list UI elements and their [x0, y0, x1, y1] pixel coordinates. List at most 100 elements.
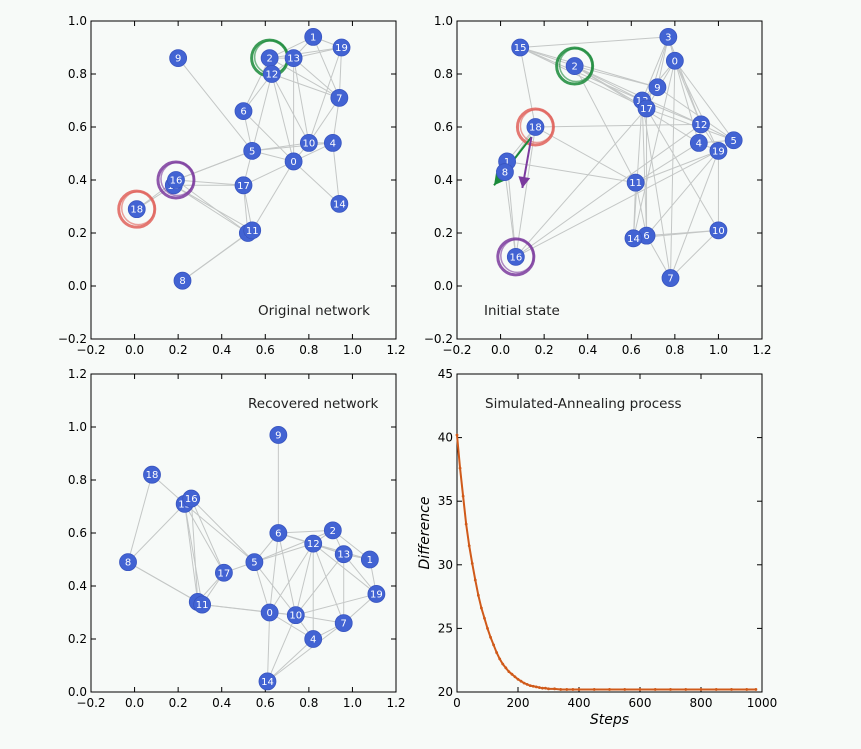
data-point — [571, 688, 575, 691]
edge-5-2 — [254, 529, 334, 563]
node-label: 0 — [290, 157, 296, 168]
data-point — [537, 686, 541, 689]
panel-3: −0.2 0.0 0.2 0.4 0.6 0.8 1.0 1.20.00.20.40.60.8… — [68, 367, 406, 710]
node-marker — [709, 141, 728, 160]
edge-13-10 — [293, 58, 310, 143]
node-marker — [234, 176, 253, 195]
node-marker — [367, 585, 386, 603]
edge-5-4 — [252, 142, 333, 152]
edge-13-7 — [293, 57, 340, 99]
node-marker — [565, 57, 584, 75]
x-tick-label: 0.8 — [299, 343, 318, 357]
x-tick-label: 0.8 — [665, 343, 684, 357]
data-point — [519, 679, 523, 683]
x-tick-label: 200 — [507, 696, 530, 710]
node-marker — [286, 606, 305, 625]
edge-0-14 — [632, 60, 676, 239]
node-8: 8 — [119, 553, 137, 572]
node-marker — [214, 563, 233, 582]
y-tick-label: 1.0 — [68, 420, 87, 434]
x-tick-label: 0.2 — [535, 343, 554, 357]
node-label: 18 — [130, 205, 143, 216]
data-point — [498, 657, 502, 661]
y-tick-label: 20 — [438, 685, 453, 699]
x-tick-label: 0.2 — [169, 343, 188, 357]
data-point — [458, 466, 462, 470]
node-label: 10 — [289, 611, 302, 622]
node-7: 7 — [330, 88, 349, 107]
node-14: 14 — [330, 194, 349, 213]
x-tick-label: 0.6 — [622, 343, 641, 357]
x-tick-label: 1.0 — [709, 343, 728, 357]
difference-line — [456, 434, 756, 691]
node-label: 11 — [629, 178, 642, 189]
node-marker — [284, 152, 303, 171]
node-label: 10 — [712, 226, 725, 237]
node-label: 2 — [571, 62, 577, 73]
data-point — [547, 687, 550, 691]
edge-11-14 — [632, 182, 637, 239]
edge-12-0 — [269, 543, 314, 613]
node-marker — [234, 102, 253, 120]
y-tick-label: 1.0 — [68, 14, 87, 28]
node-marker — [334, 545, 353, 564]
node-label: 7 — [667, 274, 673, 285]
node-marker — [193, 595, 212, 614]
node-marker — [304, 534, 323, 553]
node-10: 10 — [286, 606, 305, 625]
data-point — [489, 635, 492, 639]
node-7: 7 — [661, 269, 680, 287]
data-point — [510, 672, 514, 676]
highlight-ring-inner-16 — [160, 161, 195, 197]
edge-18-16 — [515, 126, 536, 257]
node-label: 15 — [514, 43, 527, 54]
node-label: 8 — [502, 168, 508, 179]
node-9: 9 — [169, 49, 188, 67]
edge-15-18 — [519, 47, 536, 128]
node-18: 18 — [143, 465, 161, 484]
data-point — [531, 684, 535, 688]
edge-15-13 — [519, 47, 643, 101]
x-tick-label: 800 — [690, 696, 713, 710]
node-16: 16 — [506, 247, 525, 266]
node-19: 19 — [709, 141, 728, 160]
node-18: 18 — [526, 118, 545, 136]
y-tick-label: 0.8 — [68, 473, 87, 487]
node-label: 2 — [330, 526, 336, 537]
node-label: 14 — [333, 199, 346, 210]
node-marker — [626, 173, 645, 192]
x-tick-label: 0.2 — [169, 696, 188, 710]
node-6: 6 — [269, 524, 288, 542]
data-point — [684, 688, 688, 691]
node-label: 17 — [237, 181, 250, 192]
node-marker — [334, 614, 353, 632]
node-marker — [260, 603, 279, 622]
data-point — [495, 651, 499, 654]
y-tick-label: 30 — [438, 558, 453, 572]
y-tick-label: 0.6 — [68, 120, 87, 134]
node-marker — [724, 131, 743, 150]
node-label: 17 — [218, 568, 231, 579]
y-tick-label: 0.0 — [434, 279, 453, 293]
node-label: 9 — [175, 54, 181, 65]
edge-18-8 — [127, 474, 153, 563]
nodes: 012345678910111213141516171819 — [496, 28, 743, 287]
edge-12-10 — [295, 543, 314, 616]
data-point — [464, 522, 468, 526]
node-label: 12 — [695, 120, 708, 131]
data-point — [467, 544, 471, 548]
edge-16-3 — [190, 498, 199, 602]
edge-4-14 — [332, 142, 340, 204]
edge-12-7 — [271, 73, 340, 99]
node-8: 8 — [496, 163, 514, 181]
edge-12-10 — [271, 73, 310, 144]
x-tick-label: 1.2 — [386, 343, 405, 357]
data-point — [470, 562, 474, 565]
x-axis-label: Steps — [590, 712, 629, 728]
node-17: 17 — [234, 176, 253, 195]
y-tick-label: 0.4 — [434, 173, 453, 187]
edge-2-11 — [574, 65, 637, 183]
node-marker — [330, 88, 349, 107]
data-point — [455, 433, 459, 437]
data-point — [565, 688, 569, 691]
